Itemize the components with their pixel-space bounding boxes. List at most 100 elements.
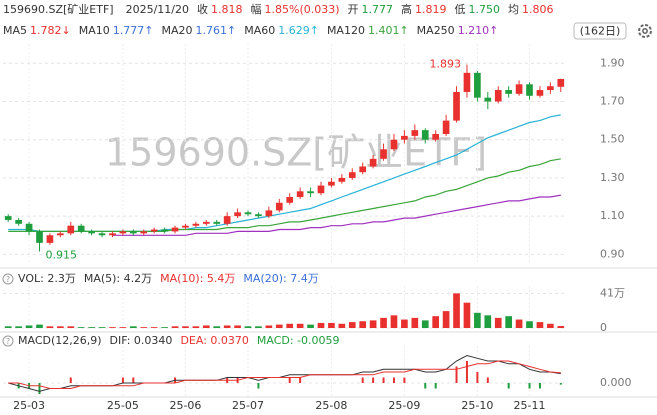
macd-bar <box>382 377 385 383</box>
candle-body <box>15 219 22 224</box>
y-tick-label: 0.000 <box>600 376 632 389</box>
period-button[interactable] <box>573 22 627 40</box>
volume-bar <box>213 326 221 328</box>
quote-value: 1.777 <box>362 3 394 16</box>
candle-body <box>536 90 544 96</box>
volume-bar <box>328 322 335 328</box>
x-tick-label: 25-10 <box>461 399 493 412</box>
y-tick-label: 1.70 <box>600 95 625 108</box>
candle-body <box>161 229 168 232</box>
indicator-legend: MACD(12,26,9) DIF: 0.0340 DEA: 0.0370 MACD:… <box>18 334 340 347</box>
volume-bar <box>244 326 252 328</box>
volume-bar <box>317 322 325 328</box>
candle-body <box>463 72 471 92</box>
volume-bar <box>25 325 33 328</box>
period-label[interactable]: (162日) <box>580 25 621 38</box>
candle-body <box>453 91 460 121</box>
macd-bar <box>559 383 562 385</box>
candle-body <box>255 214 262 217</box>
ma-name: MA5 <box>3 24 27 37</box>
volume-bar <box>192 326 200 328</box>
candle-body <box>109 233 116 236</box>
candle-body <box>77 225 85 232</box>
settings-icon[interactable] <box>638 24 652 38</box>
candle-body <box>474 72 481 98</box>
quote-value: 1.806 <box>522 3 554 16</box>
legend-item: DEA: 0.0370 <box>180 334 248 347</box>
legend-item: MA(5): 4.2万 <box>84 272 152 285</box>
quote-value: 1.818 <box>211 3 243 16</box>
help-mark[interactable]: ? <box>6 275 10 284</box>
volume-bar <box>547 323 554 328</box>
volume-bar <box>161 327 168 328</box>
volume-bar <box>286 323 294 328</box>
volume-bar <box>515 319 523 328</box>
help-icon[interactable] <box>2 335 14 347</box>
candle-body <box>380 149 387 159</box>
volume-bar <box>494 317 502 328</box>
symbol: 159690.SZ[矿业ETF] <box>3 3 114 16</box>
candle-body <box>286 197 294 203</box>
volume-bar <box>557 326 565 328</box>
line <box>8 158 561 232</box>
quote-value: 1.750 <box>469 3 501 16</box>
legend-item: VOL: 2.3万 <box>18 272 76 285</box>
ma-value: 1.629↑ <box>278 24 319 37</box>
volume-bar <box>109 327 116 328</box>
ma-name: MA120 <box>327 24 365 37</box>
watermark: 159690.SZ[矿业ETF] <box>105 131 487 175</box>
candle-body <box>411 130 419 136</box>
macd-bar <box>288 377 291 383</box>
candle-body <box>526 84 533 96</box>
candle-body <box>348 172 356 178</box>
candle-body <box>505 90 512 94</box>
macd-bar <box>132 377 135 383</box>
volume-bar <box>15 326 22 328</box>
volume-bar <box>463 302 471 328</box>
volume-bar <box>234 325 241 328</box>
quote-row: 159690.SZ[矿业ETF] 2025/11/20 收 1.818 幅 1.85%(0… <box>3 2 554 16</box>
volume-bar <box>380 317 387 328</box>
volume-bar <box>307 324 314 328</box>
ma-value: 1.777↑ <box>113 24 154 37</box>
macd-bar <box>403 377 406 383</box>
low-annotation: 0.915 <box>45 248 76 261</box>
macd-bar <box>486 377 489 383</box>
candle-body <box>369 158 377 167</box>
macd-bar <box>507 383 510 389</box>
volume-bar <box>140 327 148 328</box>
volume-bar <box>369 320 377 328</box>
legend-item: MACD(12,26,9) <box>18 334 102 347</box>
ma-value: 1.401↑ <box>368 24 409 37</box>
volume-bar <box>296 323 304 328</box>
macd-bar <box>392 377 395 383</box>
help-mark[interactable]: ? <box>6 337 10 346</box>
quote-label: 收 <box>197 2 208 16</box>
volume-bar <box>202 325 210 328</box>
ma-name: MA20 <box>161 24 192 37</box>
volume-bar <box>46 326 54 328</box>
date: 2025/11/20 <box>126 3 189 16</box>
candle-body <box>25 223 33 232</box>
candle-body <box>223 216 231 224</box>
volume-bar <box>88 327 95 328</box>
volume-bar <box>223 325 231 328</box>
y-tick-label: 1.50 <box>600 133 625 146</box>
candle-body <box>4 216 12 220</box>
x-tick-label: 25-11 <box>514 399 546 412</box>
candle-body <box>557 78 565 87</box>
macd-bar <box>538 383 541 389</box>
y-tick-label: 1.90 <box>600 56 625 69</box>
candle-body <box>119 231 127 234</box>
quote-label: 均 <box>508 3 519 16</box>
help-icon[interactable] <box>2 273 14 285</box>
x-tick-label: 25-06 <box>169 399 201 412</box>
candle-body <box>140 231 148 234</box>
volume-bar <box>526 321 533 328</box>
candle-body <box>98 233 106 236</box>
macd-bar <box>476 372 479 383</box>
macd-bar <box>455 366 458 383</box>
volume-bar <box>119 327 127 328</box>
volume-bar <box>411 317 419 328</box>
macd-bar <box>299 377 302 383</box>
